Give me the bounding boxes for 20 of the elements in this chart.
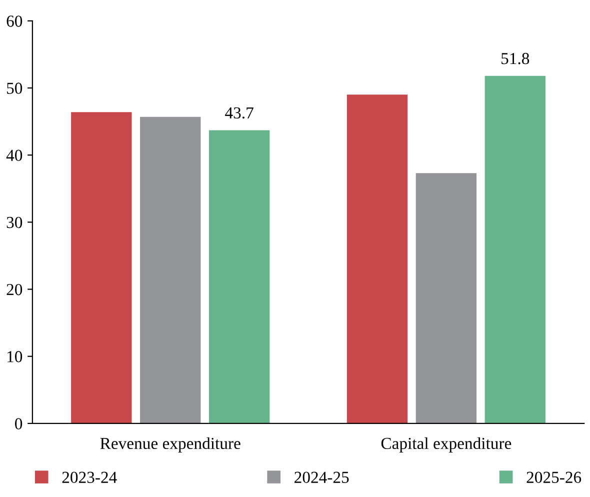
legend-label: 2023-24 — [62, 472, 117, 483]
bar — [208, 130, 270, 424]
data-label: 43.7 — [225, 107, 254, 119]
bar — [416, 173, 477, 424]
y-tick-label: 20 — [6, 284, 22, 296]
bar — [484, 76, 546, 424]
y-tick-label: 60 — [6, 16, 22, 27]
bar — [71, 112, 132, 424]
legend-label: 2025-26 — [526, 472, 582, 483]
bar — [140, 116, 201, 424]
y-tick-label: 10 — [8, 351, 22, 362]
x-tick-label: Revenue expenditure — [100, 437, 240, 452]
y-tick-label: 50 — [7, 82, 22, 94]
y-tick-label: 0 — [15, 418, 22, 430]
y-tick-label: 40 — [6, 150, 22, 162]
data-label: 51.8 — [502, 52, 530, 64]
bar — [346, 94, 408, 424]
legend-label: 2024-25 — [294, 472, 349, 483]
y-tick-label: 30 — [6, 216, 22, 228]
x-tick-label: Capital expenditure — [381, 437, 512, 452]
